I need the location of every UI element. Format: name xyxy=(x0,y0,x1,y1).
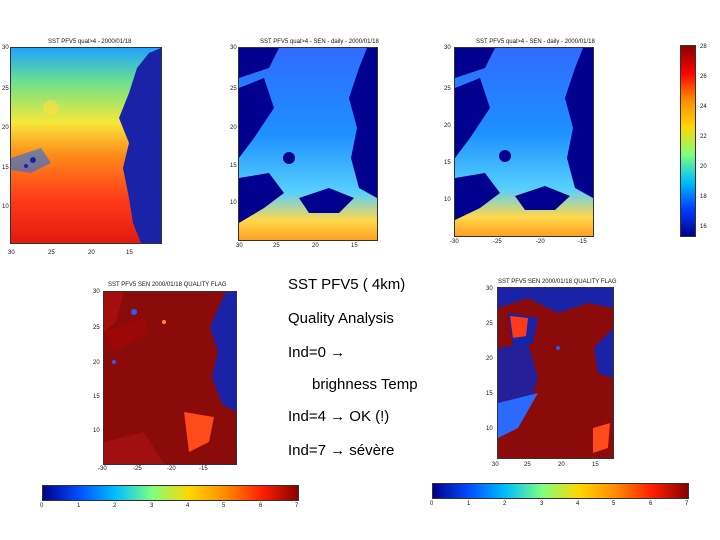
flag-cbar-left-tick-7: 7 xyxy=(295,503,299,509)
sst-ytick-0: 30 xyxy=(2,45,9,51)
flag1-xtick-0: -30 xyxy=(98,466,107,472)
qual4b-ytick-3: 15 xyxy=(444,160,451,166)
text-line-6: Ind=7 → sévère xyxy=(288,442,395,459)
flag-cbar-right-tick-7: 7 xyxy=(685,501,689,507)
flag-cbar-left-tick-3: 3 xyxy=(150,503,154,509)
sst-cbar-tick-3: 22 xyxy=(700,134,707,140)
sst-cbar-tick-4: 20 xyxy=(700,164,707,170)
flag1-xtick-2: -20 xyxy=(167,466,176,472)
sst-ytick-2: 20 xyxy=(2,125,9,131)
qual4-xtick-3: 15 xyxy=(351,243,358,249)
sst-xtick-3: 15 xyxy=(126,250,133,256)
sst-xtick-2: 20 xyxy=(88,250,95,256)
flag-cbar-left-tick-4: 4 xyxy=(186,503,190,509)
text-line-2: Quality Analysis xyxy=(288,310,394,327)
sst-ytick-4: 10 xyxy=(2,204,9,210)
flag-cbar-right-tick-5: 5 xyxy=(612,501,616,507)
sst-cbar-tick-6: 16 xyxy=(700,224,707,230)
flag-cbar-left-tick-1: 1 xyxy=(77,503,81,509)
flag2-map xyxy=(497,287,614,459)
sst-map xyxy=(10,47,162,244)
qual4b-xtick-0: -30 xyxy=(450,239,459,245)
qual4-ytick-1: 25 xyxy=(230,86,237,92)
flag-colorbar-right xyxy=(432,483,689,499)
flag2-ytick-0: 30 xyxy=(486,286,493,292)
qual4b-xtick-1: -25 xyxy=(493,239,502,245)
flag1-xtick-1: -25 xyxy=(133,466,142,472)
flag2-ytick-3: 15 xyxy=(486,391,493,397)
sst-xtick-1: 25 xyxy=(48,250,55,256)
flag2-xtick-3: 15 xyxy=(592,462,599,468)
qual4-ytick-0: 30 xyxy=(230,45,237,51)
sst-ytick-1: 25 xyxy=(2,86,9,92)
flag2-xtick-0: 30 xyxy=(492,462,499,468)
qual4b-xtick-2: -20 xyxy=(536,239,545,245)
flag1-ytick-4: 10 xyxy=(93,428,100,434)
flag-cbar-left-tick-5: 5 xyxy=(222,503,226,509)
flag1-ytick-2: 20 xyxy=(93,360,100,366)
qual4-ytick-3: 15 xyxy=(230,163,237,169)
flag2-ytick-2: 20 xyxy=(486,356,493,362)
flag-cbar-left-tick-2: 2 xyxy=(113,503,117,509)
qual4-xtick-0: 30 xyxy=(236,243,243,249)
flag1-map-title: SST PFV5 SEN 2000/01/18 QUALITY FLAG xyxy=(108,282,227,288)
sst-cbar-tick-2: 24 xyxy=(700,104,707,110)
qual4-xtick-1: 25 xyxy=(273,243,280,249)
qual4b-map-title: SST PFV5 qual>4 - SEN - daily - 2000/01/… xyxy=(476,39,595,45)
qual4b-xtick-3: -15 xyxy=(578,239,587,245)
qual4-map xyxy=(238,47,378,241)
flag2-xtick-2: 20 xyxy=(558,462,565,468)
flag-cbar-right-tick-3: 3 xyxy=(540,501,544,507)
qual4b-ytick-0: 30 xyxy=(444,45,451,51)
qual4b-ytick-4: 10 xyxy=(444,197,451,203)
sst-colorbar xyxy=(680,45,696,237)
qual4-ytick-4: 10 xyxy=(230,200,237,206)
flag2-ytick-1: 25 xyxy=(486,321,493,327)
qual4b-ytick-2: 20 xyxy=(444,123,451,129)
flag-cbar-right-tick-1: 1 xyxy=(467,501,471,507)
text-line-5: Ind=4 → OK (!) xyxy=(288,408,390,425)
flag-cbar-right-tick-6: 6 xyxy=(649,501,653,507)
text-line-1: SST PFV5 ( 4km) xyxy=(288,276,406,293)
flag-colorbar-left xyxy=(42,485,299,501)
qual4-ytick-2: 20 xyxy=(230,125,237,131)
sst-ytick-3: 15 xyxy=(2,165,9,171)
qual4-map-title: SST PFV5 qual>4 - SEN - daily - 2000/01/… xyxy=(260,39,379,45)
flag2-ytick-4: 10 xyxy=(486,426,493,432)
flag2-xtick-1: 25 xyxy=(524,462,531,468)
flag1-ytick-1: 25 xyxy=(93,325,100,331)
sst-xtick-0: 30 xyxy=(8,250,15,256)
flag1-ytick-0: 30 xyxy=(93,289,100,295)
flag1-xtick-3: -15 xyxy=(199,466,208,472)
flag1-ytick-3: 15 xyxy=(93,394,100,400)
sst-cbar-tick-1: 26 xyxy=(700,74,707,80)
flag1-map xyxy=(103,291,237,465)
flag-cbar-right-tick-0: 0 xyxy=(430,501,434,507)
flag-cbar-right-tick-4: 4 xyxy=(576,501,580,507)
sst-cbar-tick-0: 28 xyxy=(700,44,707,50)
text-line-3: Ind=0 → xyxy=(288,344,346,361)
qual4-xtick-2: 20 xyxy=(312,243,319,249)
flag-cbar-left-tick-0: 0 xyxy=(40,503,44,509)
flag2-map-title: SST PFV5 SEN 2000/01/18 QUALITY FLAG xyxy=(498,279,617,285)
sst-cbar-tick-5: 18 xyxy=(700,194,707,200)
text-line-4: brighness Temp xyxy=(312,376,418,393)
flag-cbar-right-tick-2: 2 xyxy=(503,501,507,507)
flag-cbar-left-tick-6: 6 xyxy=(259,503,263,509)
qual4b-map xyxy=(454,47,594,237)
sst-map-title: SST PFV5 qual>4 - 2000/01/18 xyxy=(48,39,132,45)
qual4b-ytick-1: 25 xyxy=(444,86,451,92)
